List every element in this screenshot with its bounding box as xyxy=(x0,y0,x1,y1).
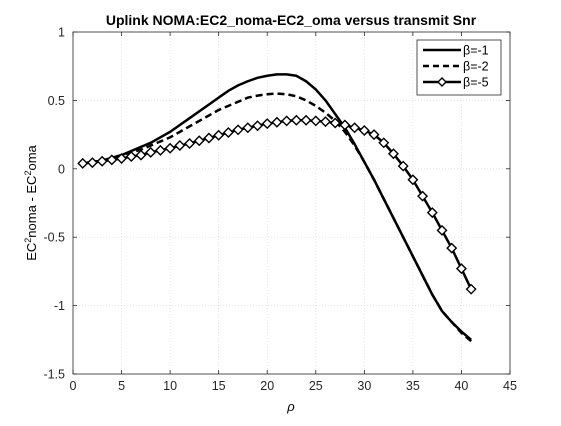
legend-label-beta-5: β=-5 xyxy=(463,76,489,90)
data-point-marker xyxy=(455,263,467,275)
x-tick-label: 35 xyxy=(406,379,420,393)
x-tick-label: 20 xyxy=(260,379,274,393)
series-line-2 xyxy=(82,92,472,343)
data-point-marker xyxy=(154,144,166,156)
y-tick-label: -1.5 xyxy=(43,368,65,382)
series-2 xyxy=(82,92,472,343)
legend-label-beta-1: β=-1 xyxy=(463,44,489,58)
data-point-marker xyxy=(310,115,322,127)
data-point-marker xyxy=(387,148,399,160)
x-tick-label: 15 xyxy=(212,379,226,393)
data-point-marker xyxy=(378,137,390,149)
y-tick-label: -1 xyxy=(54,299,65,313)
data-point-marker xyxy=(174,140,186,152)
data-point-marker xyxy=(252,120,264,132)
y-axis-label: EC2noma - EC2oma xyxy=(23,144,39,260)
x-tick-label: 25 xyxy=(309,379,323,393)
x-axis-label: ρ xyxy=(286,399,295,414)
x-tick-label: 10 xyxy=(163,379,177,393)
data-point-marker xyxy=(106,154,118,166)
data-point-marker xyxy=(417,190,429,202)
data-point-marker xyxy=(135,149,147,161)
legend-label-beta-2: β=-2 xyxy=(463,60,489,74)
data-point-marker xyxy=(426,207,438,219)
data-point-marker xyxy=(77,157,89,169)
y-tick-label: -0.5 xyxy=(43,231,65,245)
y-axis-label-sup-2: 2 xyxy=(23,171,33,176)
data-point-marker xyxy=(436,224,448,236)
data-point-marker xyxy=(222,127,234,139)
y-axis-label-part-2: noma - EC xyxy=(24,176,39,238)
data-point-marker xyxy=(397,160,409,172)
data-point-marker xyxy=(184,138,196,149)
x-tick-label: 5 xyxy=(118,379,125,393)
y-axis-label-part-3: oma xyxy=(24,144,39,170)
x-tick-label: 40 xyxy=(454,379,468,393)
series-group xyxy=(77,73,477,343)
series-3 xyxy=(77,114,477,295)
x-tick-label: 0 xyxy=(70,379,77,393)
legend: β=-1 β=-2 β=-5 xyxy=(416,39,502,96)
data-point-marker xyxy=(339,119,351,131)
data-point-marker xyxy=(290,114,302,126)
tick-labels: 0 5 10 15 20 25 30 35 40 45 -1.5 -1 -0.5 0 0.5 1 xyxy=(43,26,517,394)
data-point-marker xyxy=(300,114,312,126)
x-tick-label: 45 xyxy=(503,379,517,393)
data-point-marker xyxy=(116,153,128,165)
data-point-marker xyxy=(261,118,273,130)
data-point-marker xyxy=(368,129,380,141)
tick-marks xyxy=(72,31,511,375)
y-axis-label-sup-1: 2 xyxy=(23,238,33,243)
chart-title: Uplink NOMA:EC2_noma-EC2_oma versus tran… xyxy=(106,12,477,28)
data-point-marker xyxy=(446,242,458,254)
legend-marker-beta-5 xyxy=(437,77,447,87)
data-point-marker xyxy=(145,146,157,158)
y-axis-label-part-1: EC xyxy=(24,243,39,261)
axes-box xyxy=(72,31,511,375)
data-point-marker xyxy=(232,124,244,136)
data-point-marker xyxy=(242,122,254,134)
y-tick-label: 1 xyxy=(58,26,65,40)
data-point-marker xyxy=(281,115,293,127)
data-point-marker xyxy=(164,142,176,154)
data-point-marker xyxy=(96,155,108,167)
series-1 xyxy=(82,73,472,341)
x-tick-label: 30 xyxy=(357,379,371,393)
y-tick-label: 0 xyxy=(58,162,65,176)
data-point-marker xyxy=(125,150,137,162)
series-line-1 xyxy=(82,73,472,341)
data-point-marker xyxy=(465,283,477,295)
data-point-marker xyxy=(86,157,98,169)
y-tick-label: 0.5 xyxy=(48,94,65,108)
data-point-marker xyxy=(271,116,283,128)
data-point-marker xyxy=(319,116,331,128)
data-point-marker xyxy=(213,129,225,141)
data-point-marker xyxy=(407,174,419,186)
data-point-marker xyxy=(329,117,341,129)
data-point-marker xyxy=(193,135,205,147)
data-point-marker xyxy=(203,132,215,144)
data-point-marker xyxy=(349,122,361,134)
data-point-marker xyxy=(358,125,370,136)
